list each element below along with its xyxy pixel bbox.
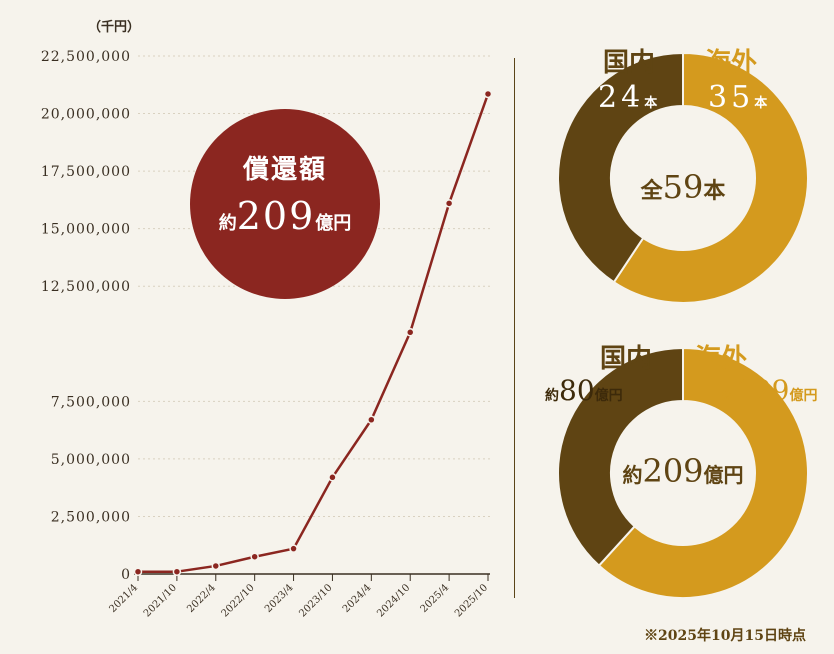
count-center-suffix: 本 — [703, 178, 726, 204]
y-tick-label: 0 — [121, 567, 131, 583]
y-tick-label: 12,500,000 — [41, 279, 131, 295]
amount-overseas-prefix: 約 — [722, 388, 736, 404]
data-point — [405, 328, 415, 337]
x-tick-label: 2025/10 — [453, 582, 490, 619]
as-of-note: ※2025年10月15日時点 — [644, 628, 806, 644]
count-domestic-unit: 本 — [644, 96, 658, 111]
badge-title: 償還額 — [242, 155, 327, 185]
amount-domestic-prefix: 約 — [545, 388, 559, 404]
x-tick-label: 2021/10 — [142, 582, 179, 619]
x-tick-label: 2021/4 — [107, 582, 140, 615]
amount-donut-chart — [558, 348, 808, 598]
donut-hole — [611, 401, 755, 545]
badge-amount: 約209億円 — [190, 194, 380, 238]
amount-domestic-value: 約80億円 — [545, 374, 623, 407]
x-tick-label: 2025/4 — [419, 582, 452, 615]
amount-overseas-number: 129 — [736, 374, 790, 407]
x-tick-label: 2023/4 — [263, 582, 296, 615]
badge-prefix: 約 — [218, 213, 237, 234]
y-tick-label: 7,500,000 — [51, 394, 131, 410]
count-domestic-number: 24 — [598, 80, 645, 115]
data-point — [328, 473, 337, 482]
y-tick-label: 20,000,000 — [41, 107, 131, 123]
x-tick-label: 2024/10 — [375, 582, 412, 619]
redemption-badge: 償還額 約209億円 — [190, 109, 380, 299]
x-tick-label: 2022/4 — [185, 582, 218, 615]
amount-center-value: 209 — [642, 452, 704, 490]
data-point — [211, 561, 221, 571]
amount-center-suffix: 億円 — [703, 463, 744, 487]
y-tick-label: 2,500,000 — [51, 509, 131, 525]
amount-domestic-label: 国内 — [600, 344, 653, 374]
count-center-value: 59 — [662, 168, 704, 206]
data-point — [172, 567, 182, 576]
x-tick-label: 2023/10 — [297, 582, 334, 619]
count-donut-chart — [558, 53, 808, 303]
y-tick-label: 17,500,000 — [41, 164, 131, 180]
count-domestic-value: 24本 — [598, 80, 657, 115]
data-point — [483, 89, 493, 99]
amount-overseas-unit: 億円 — [789, 388, 818, 404]
data-line — [138, 93, 490, 573]
data-point — [367, 415, 376, 425]
y-tick-label: 5,000,000 — [51, 452, 131, 468]
y-tick-label: 15,000,000 — [41, 222, 131, 238]
count-overseas-value: 35本 — [708, 80, 767, 115]
amount-overseas-label: 海外 — [695, 344, 748, 374]
data-point — [444, 199, 454, 208]
count-overseas-number: 35 — [708, 80, 755, 115]
amount-center-prefix: 約 — [622, 463, 643, 487]
data-point — [289, 544, 298, 553]
count-center-prefix: 全 — [640, 178, 663, 204]
divider — [514, 58, 515, 598]
badge-suffix: 億円 — [315, 213, 352, 234]
count-overseas-unit: 本 — [754, 96, 768, 111]
y-unit-label: （千円） — [88, 20, 141, 35]
amount-overseas-value: 約129億円 — [722, 374, 817, 407]
amount-center-total: 約209億円 — [598, 452, 768, 490]
donut-hole — [611, 106, 755, 250]
amount-domestic-number: 80 — [559, 374, 595, 407]
x-tick-label: 2022/10 — [220, 582, 257, 619]
data-point — [250, 552, 259, 561]
badge-value: 209 — [236, 194, 316, 238]
count-overseas-label: 海外 — [705, 48, 758, 78]
count-center-total: 全59本 — [608, 168, 758, 206]
data-point — [133, 567, 143, 576]
amount-domestic-unit: 億円 — [594, 388, 623, 404]
x-tick-label: 2024/4 — [341, 582, 374, 615]
count-domestic-label: 国内 — [603, 48, 656, 78]
y-tick-label: 22,500,000 — [41, 49, 131, 65]
